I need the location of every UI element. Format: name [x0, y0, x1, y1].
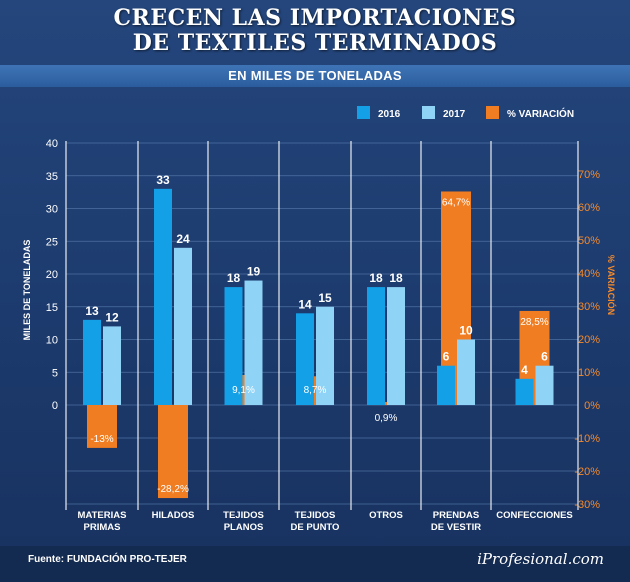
- data-label-2017: 10: [459, 324, 473, 338]
- category-label: PRENDAS: [433, 510, 479, 521]
- source-note: Fuente: FUNDACIÓN PRO-TEJER: [28, 554, 187, 565]
- y2-tick-label: 30%: [578, 301, 600, 313]
- category-label: CONFECCIONES: [496, 510, 573, 521]
- data-label-2017: 6: [541, 350, 548, 364]
- bar-2016: [367, 287, 385, 405]
- category-label: DE VESTIR: [431, 522, 481, 533]
- category-label: PLANOS: [224, 522, 264, 533]
- y-tick-label: 20: [46, 269, 58, 281]
- bar-2016: [154, 188, 172, 405]
- legend-swatch: [486, 106, 499, 119]
- y2-tick-label: 0%: [584, 400, 600, 412]
- legend-label: 2017: [443, 109, 466, 120]
- category-label: DE PUNTO: [291, 522, 340, 533]
- bar-2017: [316, 306, 334, 405]
- variation-label: 28,5%: [520, 317, 548, 328]
- data-label-2016: 13: [85, 304, 99, 318]
- y-axis-title: MILES DE TONELADAS: [22, 240, 32, 341]
- variation-bar: [87, 405, 117, 448]
- category-label: TEJIDOS: [295, 510, 336, 521]
- data-label-2017: 18: [389, 271, 403, 285]
- bar-2016: [296, 313, 314, 405]
- data-label-2017: 19: [247, 265, 261, 279]
- y-tick-label: 35: [46, 171, 58, 183]
- category-label: PRIMAS: [84, 522, 121, 533]
- bar-2017: [457, 339, 475, 405]
- variation-label: 64,7%: [442, 197, 470, 208]
- bar-2017: [535, 365, 554, 405]
- title-line-1: CRECEN LAS IMPORTACIONES: [113, 5, 517, 31]
- title-line-2: DE TEXTILES TERMINADOS: [132, 30, 498, 56]
- y2-tick-label: 20%: [578, 334, 600, 346]
- variation-bar: [158, 405, 188, 499]
- y2-tick-label: 40%: [578, 268, 600, 280]
- y2-tick-label: -30%: [574, 499, 600, 511]
- bar-2016: [515, 378, 534, 405]
- variation-label: -13%: [90, 434, 113, 445]
- y2-axis-title: % VARIACIÓN: [606, 255, 617, 315]
- y-tick-label: 40: [46, 138, 58, 150]
- bar-2017: [174, 247, 192, 405]
- data-label-2016: 18: [227, 271, 241, 285]
- y-tick-label: 25: [46, 236, 58, 248]
- y2-tick-label: 60%: [578, 202, 600, 214]
- bar-2017: [244, 280, 263, 405]
- variation-label: -28,2%: [157, 484, 189, 495]
- variation-label: 8,7%: [304, 385, 327, 396]
- legend-label: % VARIACIÓN: [507, 107, 574, 120]
- y2-tick-label: 70%: [578, 169, 600, 181]
- legend-swatch: [422, 106, 435, 119]
- variation-label: 0,9%: [375, 413, 398, 424]
- data-label-2017: 15: [318, 291, 332, 305]
- data-label-2016: 14: [298, 297, 312, 311]
- data-label-2016: 4: [521, 363, 528, 377]
- y-tick-label: 5: [52, 367, 58, 379]
- data-label-2017: 12: [105, 310, 119, 324]
- y2-tick-label: 10%: [578, 367, 600, 379]
- chart-subtitle: EN MILES DE TONELADAS: [228, 68, 402, 83]
- category-label: OTROS: [369, 510, 403, 521]
- footer-band: [0, 546, 630, 582]
- legend-swatch: [357, 106, 370, 119]
- chart-title: CRECEN LAS IMPORTACIONES DE TEXTILES TER…: [0, 6, 630, 56]
- data-label-2016: 6: [443, 350, 450, 364]
- y-tick-label: 10: [46, 335, 58, 347]
- bar-2016: [83, 319, 101, 405]
- bar-2016: [437, 365, 455, 405]
- data-label-2016: 18: [369, 271, 383, 285]
- subtitle-band: [0, 65, 630, 87]
- y-tick-label: 15: [46, 302, 58, 314]
- y2-tick-label: 50%: [578, 235, 600, 247]
- y2-tick-label: -10%: [574, 433, 600, 445]
- category-label: HILADOS: [152, 510, 195, 521]
- brand-logo: iProfesional.com: [477, 550, 604, 568]
- category-label: TEJIDOS: [223, 510, 264, 521]
- variation-label: 9,1%: [232, 385, 255, 396]
- bar-2016: [224, 287, 243, 405]
- y2-tick-label: -20%: [574, 466, 600, 478]
- y-tick-label: 30: [46, 204, 58, 216]
- chart-canvas: 0 5 10 15 20 25 30 35 40 -30% -20% -10% 0% 10% 20% 30% 4…: [22, 106, 617, 533]
- bar-2017: [387, 287, 405, 405]
- bar-2017: [103, 326, 121, 405]
- category-label: MATERIAS: [78, 510, 127, 521]
- variation-bar: [371, 402, 401, 406]
- data-label-2016: 33: [156, 173, 170, 187]
- y-tick-label: 0: [52, 400, 58, 412]
- legend-label: 2016: [378, 109, 401, 120]
- data-label-2017: 24: [176, 232, 190, 246]
